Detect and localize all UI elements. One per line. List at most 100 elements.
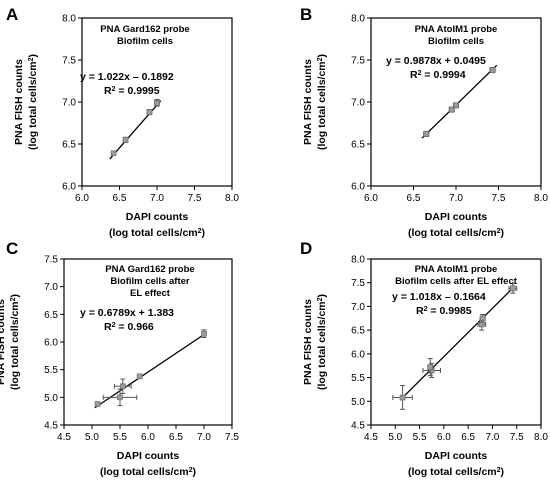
y-tick-label: 6.0 — [351, 349, 365, 360]
data-point — [201, 329, 207, 339]
y-axis-unit-label: (log total cells/cm2) — [27, 54, 39, 150]
y-tick-label: 4.5 — [44, 421, 58, 432]
x-tick-label: 6.5 — [113, 193, 127, 204]
x-tick-label: 6.0 — [364, 193, 378, 204]
data-point — [392, 385, 413, 410]
data-marker — [110, 150, 117, 157]
annotation-line: EL effect — [130, 288, 171, 299]
data-marker — [136, 373, 143, 380]
data-point — [136, 373, 143, 380]
y-tick-label: 5.0 — [351, 397, 365, 408]
y-axis-unit-label: (log total cells/cm2) — [316, 294, 328, 390]
x-tick-label: 5.5 — [413, 432, 427, 443]
data-marker — [154, 100, 160, 106]
y-tick-label: 7.0 — [351, 302, 365, 313]
data-marker — [423, 131, 430, 137]
panel-letter: D — [300, 239, 312, 258]
data-point — [452, 102, 460, 109]
annotation-line: Biofilm cells — [428, 36, 484, 47]
x-axis-unit-label: (log total cells/cm2) — [109, 227, 205, 239]
y-tick-label: 6.5 — [351, 140, 365, 151]
y-tick-label: 8.0 — [351, 255, 365, 266]
annotation-line: Biofilm cells after EL effect — [395, 276, 518, 287]
panel-letter: A — [6, 5, 18, 24]
x-tick-label: 7.0 — [150, 193, 164, 204]
x-axis-unit-label: (log total cells/cm2) — [408, 466, 504, 478]
x-tick-label: 8.0 — [225, 193, 239, 204]
y-tick-label: 7.5 — [351, 56, 365, 67]
data-point — [154, 98, 160, 107]
regression-equation: y = 1.022x – 0.1892 — [80, 71, 174, 83]
data-marker — [427, 364, 434, 370]
r-squared-label: R2 = 0.966 — [104, 321, 154, 333]
data-point — [110, 150, 117, 157]
y-tick-label: 6.5 — [44, 310, 58, 321]
data-marker — [146, 109, 153, 115]
regression-line — [109, 100, 162, 160]
y-axis-unit-label: (log total cells/cm2) — [9, 294, 21, 390]
data-marker — [117, 394, 123, 401]
annotation-line: PNA AtoIM1 probe — [415, 24, 498, 35]
y-tick-label: 6.5 — [351, 326, 365, 337]
x-tick-label: 7.0 — [197, 432, 211, 443]
regression-equation: y = 0.6789x + 1.383 — [80, 307, 174, 319]
x-tick-label: 5.0 — [388, 432, 402, 443]
panel-a: A 6.0 6.5 7.0 7.5 8.0 6.0 6.5 7.0 7.5 8.0 DAPI coun… — [6, 5, 239, 239]
annotation-line: Biofilm cells — [117, 36, 173, 47]
x-tick-label: 6.5 — [169, 432, 183, 443]
x-tick-label: 6.5 — [461, 432, 475, 443]
y-tick-label: 7.0 — [44, 282, 58, 293]
x-tick-label: 6.0 — [437, 432, 451, 443]
y-axis-label: PNA FISH counts — [302, 59, 314, 145]
x-tick-label: 6.0 — [141, 432, 155, 443]
annotation-line: Biofilm cells after — [110, 276, 189, 287]
y-tick-label: 6.0 — [351, 182, 365, 193]
panel-letter: C — [6, 239, 18, 258]
x-axis-unit-label: (log total cells/cm2) — [100, 466, 196, 478]
x-tick-label: 4.5 — [364, 432, 378, 443]
data-marker — [94, 401, 101, 407]
annotation-line: PNA Gard162 probe — [105, 264, 194, 275]
y-tick-label: 6.5 — [62, 140, 76, 151]
data-marker — [453, 102, 459, 109]
y-tick-label: 6.0 — [62, 182, 76, 193]
y-tick-label: 6.0 — [44, 338, 58, 349]
data-point — [113, 378, 132, 394]
regression-equation: y = 0.9878x + 0.0495 — [386, 55, 486, 67]
x-tick-label: 8.0 — [534, 193, 548, 204]
x-tick-label: 7.0 — [449, 193, 463, 204]
x-tick-label: 5.0 — [85, 432, 99, 443]
data-marker — [120, 383, 126, 390]
panel-c: C 4.5 5.0 5.5 6.0 6.5 7.0 7.5 4.5 5.0 5.5 6.0 6.5 7.0… — [0, 239, 239, 478]
regression-equation: y = 1.018x – 0.1664 — [392, 291, 486, 303]
r-squared-label: R2 = 0.9985 — [416, 305, 472, 317]
data-marker — [478, 321, 485, 328]
x-axis-label: DAPI counts — [425, 211, 488, 223]
x-axis-label: DAPI counts — [425, 450, 488, 462]
data-marker — [448, 106, 455, 113]
y-axis-unit-label: (log total cells/cm2) — [316, 54, 328, 150]
annotation-line: PNA Gard162 probe — [100, 24, 189, 35]
data-marker — [479, 315, 486, 322]
x-tick-label: 7.0 — [485, 432, 499, 443]
panel-b: B 6.0 6.5 7.0 7.5 8.0 6.0 6.5 7.0 7.5 8.0 DAPI coun… — [300, 5, 548, 239]
x-tick-label: 8.0 — [534, 432, 548, 443]
y-tick-label: 8.0 — [62, 14, 76, 25]
regression-line — [421, 64, 498, 139]
y-tick-label: 7.0 — [351, 98, 365, 109]
y-tick-label: 8.0 — [351, 14, 365, 25]
data-marker — [201, 330, 207, 337]
x-tick-label: 5.5 — [113, 432, 127, 443]
data-marker — [510, 285, 516, 292]
x-tick-label: 4.5 — [57, 432, 71, 443]
panel-letter: B — [300, 5, 312, 24]
y-tick-label: 7.5 — [44, 255, 58, 266]
data-point — [448, 106, 455, 113]
data-marker — [489, 67, 496, 73]
panel-d: D 4.5 5.0 5.5 6.0 6.5 7.0 7.5 8.0 4.5 5.0 5.5 6.0 6.5… — [300, 239, 548, 478]
data-point — [423, 130, 430, 137]
regression-line — [399, 285, 516, 401]
x-tick-label: 7.5 — [510, 432, 524, 443]
x-tick-label: 6.0 — [75, 193, 89, 204]
